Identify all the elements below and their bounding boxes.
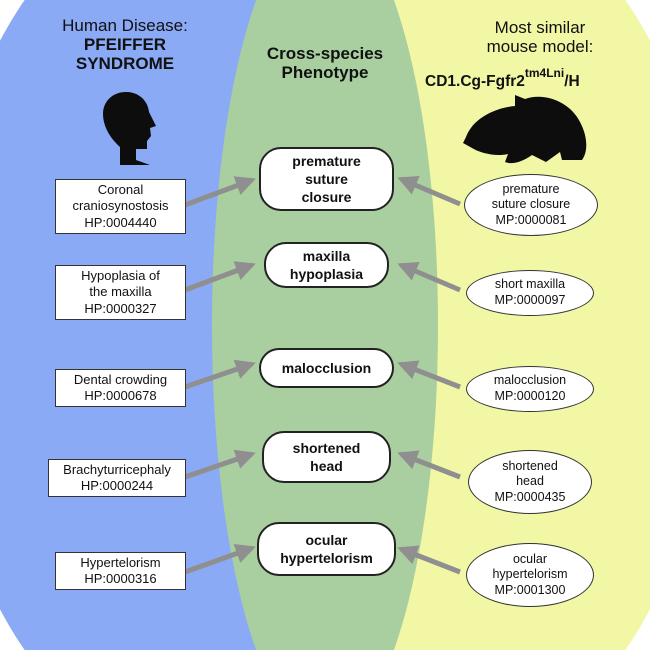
mp-term-label: suture closure bbox=[491, 197, 571, 212]
mp-term-4: shortened head MP:0000435 bbox=[468, 450, 592, 514]
human-head-silhouette-icon bbox=[103, 92, 156, 165]
hp-term-id: HP:0000678 bbox=[84, 388, 157, 403]
hp-term-label: the maxilla bbox=[89, 284, 152, 300]
mp-term-id: MP:0001300 bbox=[494, 582, 566, 597]
mp-term-label: shortened bbox=[502, 458, 558, 473]
arrow-human-1 bbox=[184, 176, 256, 208]
cross-heading: Cross-species Phenotype bbox=[240, 44, 410, 82]
arrow-mouse-4 bbox=[397, 450, 461, 480]
hp-term-label: Brachyturricephaly bbox=[63, 461, 171, 477]
hp-term-5: Hypertelorism HP:0000316 bbox=[55, 552, 186, 590]
cross-term-label: suture bbox=[305, 170, 348, 187]
mp-term-id: MP:0000435 bbox=[494, 489, 566, 504]
cross-term-label: shortened bbox=[292, 439, 361, 456]
arrow-human-2 bbox=[184, 261, 256, 293]
mp-term-label: premature bbox=[502, 181, 560, 196]
hp-term-4: Brachyturricephaly HP:0000244 bbox=[48, 459, 186, 497]
mp-term-label: hypertelorism bbox=[492, 567, 568, 582]
mouse-heading-line2: mouse model: bbox=[486, 37, 594, 57]
strain-allele: tm4Lni bbox=[524, 66, 565, 80]
hp-term-2: Hypoplasia of the maxilla HP:0000327 bbox=[55, 265, 186, 320]
mp-term-id: MP:0000120 bbox=[494, 389, 566, 403]
cross-term-label: hypertelorism bbox=[280, 550, 373, 566]
mp-term-label: short maxilla bbox=[494, 277, 566, 292]
arrow-mouse-1 bbox=[397, 176, 461, 207]
mp-term-id: MP:0000097 bbox=[494, 293, 566, 307]
hp-term-label: Hypoplasia of bbox=[81, 268, 160, 284]
hp-term-id: HP:0000327 bbox=[84, 300, 157, 316]
hp-term-label: Coronal bbox=[97, 182, 144, 198]
disease-name-line2: SYNDROME bbox=[75, 54, 175, 74]
arrow-mouse-2 bbox=[397, 262, 461, 293]
mp-term-label: ocular bbox=[512, 551, 548, 566]
mp-term-5: ocular hypertelorism MP:0001300 bbox=[466, 543, 594, 607]
human-heading-line1: Human Disease: bbox=[62, 16, 188, 35]
arrow-mouse-3 bbox=[397, 360, 461, 390]
cross-term-label: malocclusion bbox=[281, 359, 372, 376]
cross-term-label: hypoplasia bbox=[289, 266, 364, 282]
mouse-strain-name: CD1.Cg-Fgfr2tm4Lni/H bbox=[425, 66, 580, 91]
cross-term-3: malocclusion bbox=[259, 348, 394, 388]
cross-term-5: ocular hypertelorism bbox=[257, 522, 396, 576]
cross-term-1: premature suture closure bbox=[259, 147, 394, 211]
hp-term-id: HP:0000244 bbox=[80, 478, 154, 493]
arrow-human-3 bbox=[184, 359, 256, 390]
hp-term-1: Coronal craniosynostosis HP:0004440 bbox=[55, 179, 186, 234]
hp-term-label: craniosynostosis bbox=[72, 198, 169, 214]
mouse-silhouette-icon bbox=[463, 95, 587, 164]
mp-term-1: premature suture closure MP:0000081 bbox=[464, 174, 598, 236]
strain-suffix: /H bbox=[564, 73, 580, 90]
cross-term-label: ocular bbox=[305, 531, 348, 548]
mp-term-3: malocclusion MP:0000120 bbox=[466, 366, 594, 412]
cross-term-label: head bbox=[310, 458, 343, 474]
mp-term-id: MP:0000081 bbox=[495, 212, 567, 227]
cross-term-label: premature bbox=[292, 152, 361, 169]
cross-heading-line1: Cross-species bbox=[266, 44, 384, 63]
mouse-heading: Most similar mouse model: bbox=[470, 18, 610, 56]
hp-term-id: HP:0004440 bbox=[84, 214, 157, 230]
hp-term-label: Dental crowding bbox=[73, 371, 168, 387]
human-heading: Human Disease: PFEIFFER SYNDROME bbox=[50, 16, 200, 73]
hp-term-3: Dental crowding HP:0000678 bbox=[55, 369, 186, 407]
mp-term-label: malocclusion bbox=[493, 373, 567, 388]
hp-term-id: HP:0000316 bbox=[84, 571, 157, 586]
cross-heading-line2: Phenotype bbox=[281, 63, 369, 83]
cross-term-4: shortened head bbox=[262, 431, 391, 483]
mp-term-2: short maxilla MP:0000097 bbox=[466, 270, 594, 316]
strain-base: CD1.Cg-Fgfr2 bbox=[425, 73, 525, 90]
cross-term-2: maxilla hypoplasia bbox=[264, 242, 389, 288]
arrow-human-5 bbox=[184, 543, 256, 575]
cross-term-label: maxilla bbox=[302, 247, 351, 264]
arrow-human-4 bbox=[184, 449, 256, 480]
disease-name-line1: PFEIFFER bbox=[83, 35, 167, 55]
mp-term-label: head bbox=[516, 474, 544, 489]
cross-term-label: closure bbox=[301, 189, 352, 206]
hp-term-label: Hypertelorism bbox=[80, 554, 161, 570]
arrow-mouse-5 bbox=[397, 545, 461, 575]
mouse-heading-line1: Most similar bbox=[494, 18, 586, 37]
